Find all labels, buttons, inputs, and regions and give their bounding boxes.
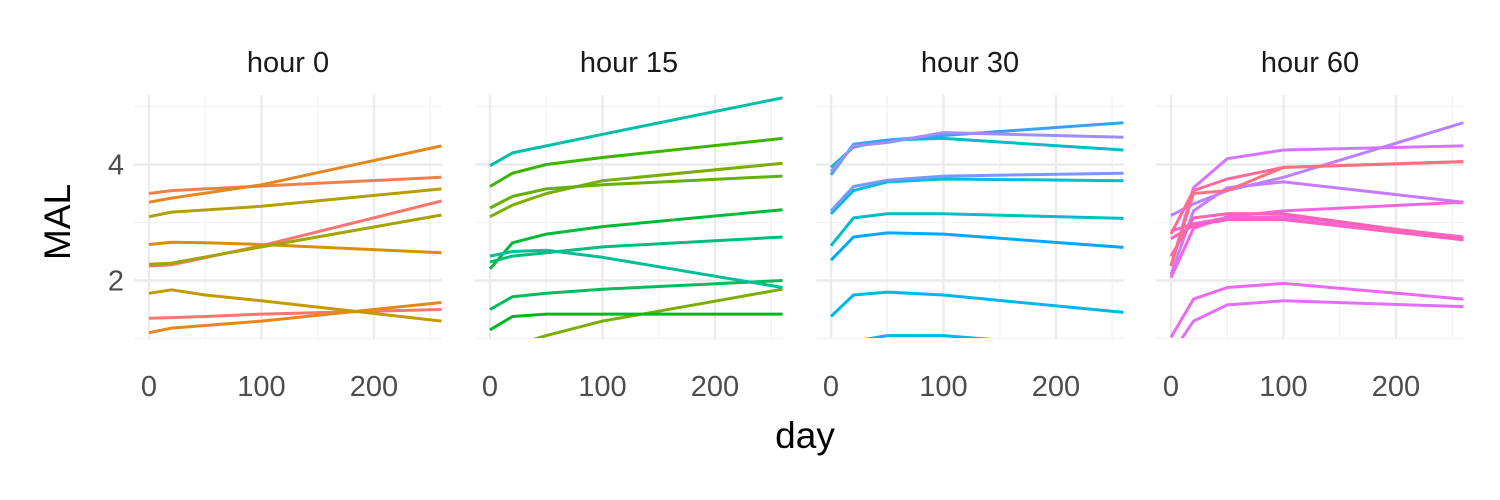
x-tick-label: 200 [1032,371,1080,403]
series-line-7 [829,121,1124,176]
series-line-4 [489,136,783,188]
series-line-2 [489,161,783,219]
series-line-6 [488,208,783,270]
panel-2: hour 15 0 100 200 [475,47,783,403]
series-line-3 [829,177,1124,215]
series-line-7 [148,288,442,323]
y-tick-label: 4 [108,150,124,182]
x-tick-label: 100 [919,371,967,403]
series-line-7 [1169,200,1464,279]
series-line-4 [829,290,1124,318]
y-tick-label: 2 [108,266,124,298]
x-tick-label: 200 [691,371,739,403]
series-line-9 [1169,212,1464,257]
x-tick-label: 200 [350,371,398,403]
series-group [148,144,442,335]
panel-1: hour 0 0 100 200 [134,47,442,403]
y-axis-title: MAL [37,184,78,260]
series-line-8 [489,235,783,264]
x-tick-label: 100 [1259,371,1307,403]
series-group [829,121,1124,338]
x-tick-label: 200 [1372,371,1420,403]
series-line-1 [532,287,783,338]
series-line-11 [1169,160,1464,267]
series-line-3 [148,175,442,195]
x-tick-label: 0 [823,371,839,403]
series-line-8 [148,187,442,219]
x-tick-label: 0 [1163,371,1179,403]
series-line-3 [489,174,783,210]
series-group [1169,121,1464,338]
x-tick-label: 0 [482,371,498,403]
series-line-2 [1169,180,1464,276]
panel-title: hour 15 [580,47,678,79]
panel-title: hour 0 [247,47,329,79]
series-line-5 [489,312,783,332]
series-line-9 [489,248,783,289]
series-line-8 [829,171,1124,212]
panel-3: hour 30 0 100 200 [816,47,1124,403]
series-line-9 [148,213,442,266]
series-line-1 [829,212,1124,247]
panel-4: hour 60 0 100 200 [1156,47,1464,403]
series-line-1 [148,308,442,320]
series-line-6 [829,231,1124,262]
series-line-5 [864,334,992,338]
panel-title: hour 30 [921,47,1019,79]
series-line-4 [1180,299,1464,338]
series-line-6 [148,240,442,255]
x-tick-label: 100 [237,371,285,403]
x-tick-label: 100 [578,371,626,403]
x-tick-label: 0 [141,371,157,403]
x-axis-title: day [775,415,835,456]
panel-title: hour 60 [1261,47,1359,79]
series-line-9 [829,131,1124,173]
series-line-7 [489,279,783,311]
series-line-10 [489,96,783,168]
series-line-5 [148,144,442,204]
series-line-5 [1169,281,1464,338]
series-group [488,96,783,338]
